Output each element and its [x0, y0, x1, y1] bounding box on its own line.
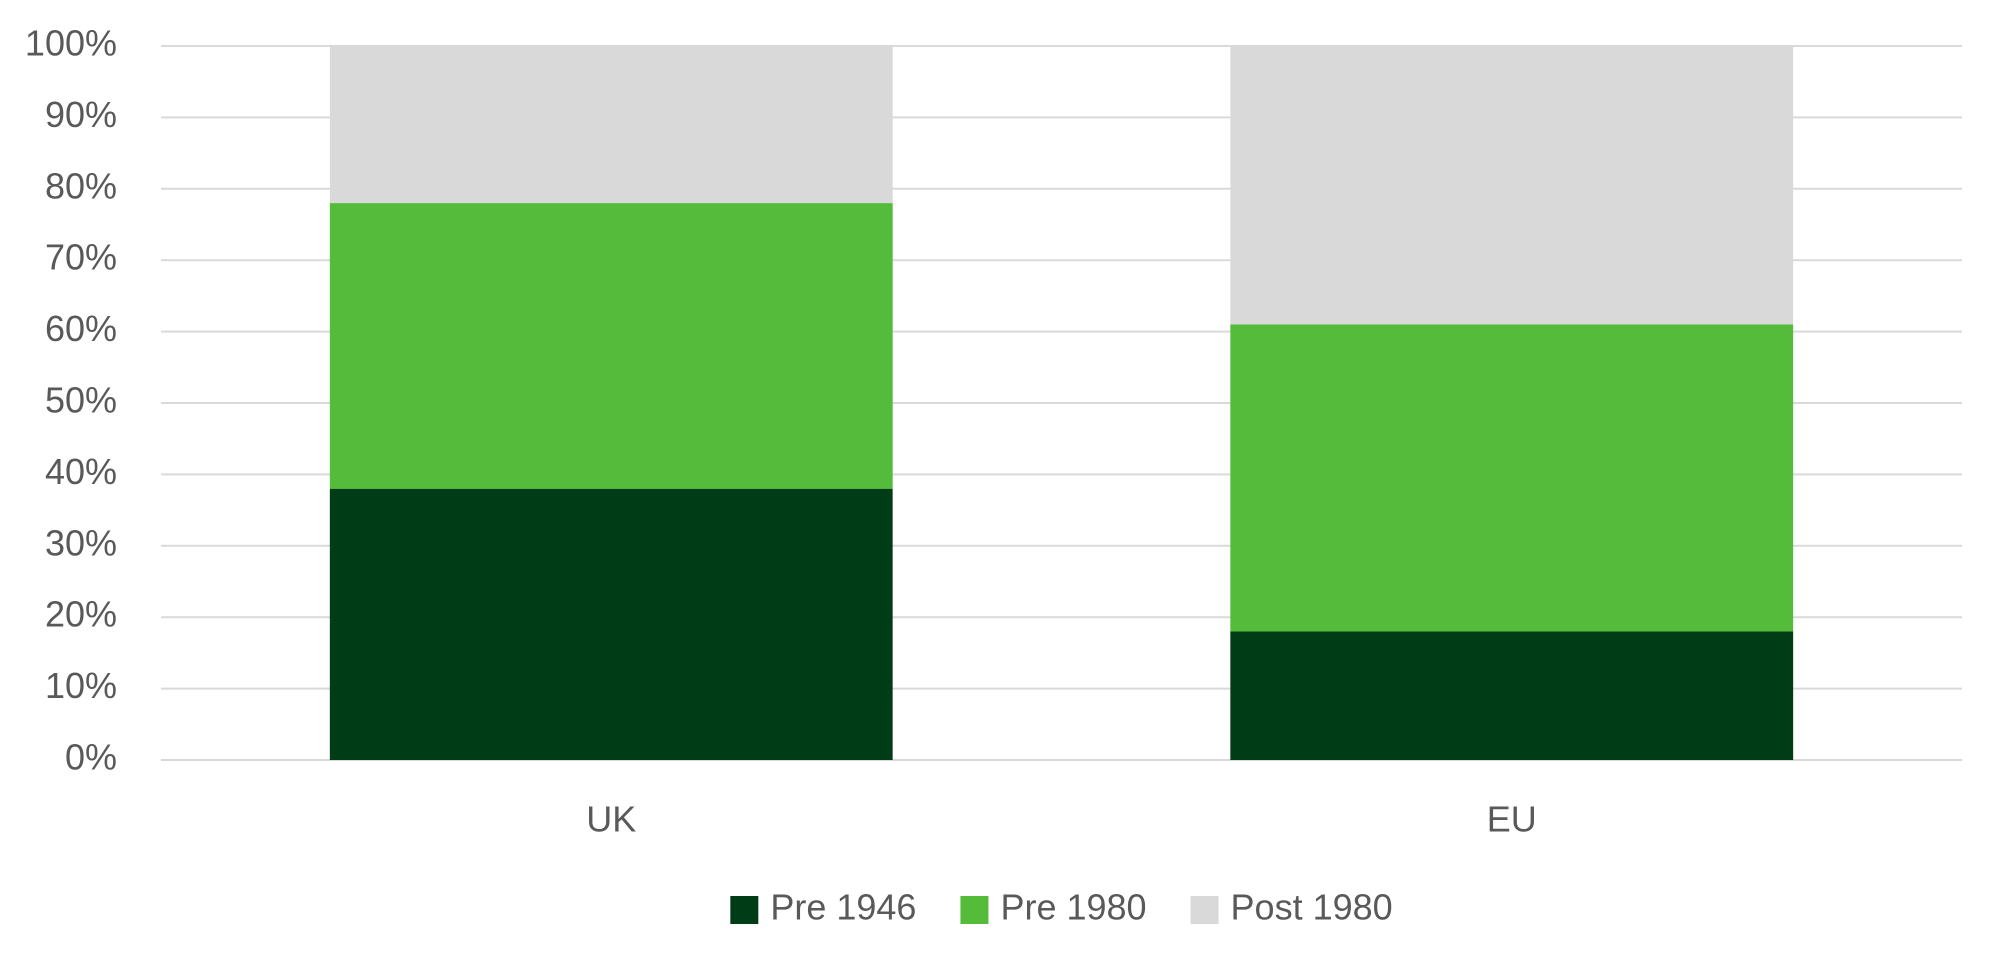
y-tick-label: 100% — [25, 23, 117, 64]
bar-segment — [1230, 631, 1794, 760]
y-tick-label: 60% — [45, 308, 117, 349]
bar-segment — [329, 203, 893, 489]
legend: Pre 1946 Pre 1980 Post 1980 — [730, 887, 1393, 928]
bar-segment — [1230, 46, 1794, 325]
legend-label: Post 1980 — [1231, 887, 1393, 928]
bar-segment — [329, 46, 893, 204]
y-tick-label: 70% — [45, 237, 117, 278]
y-tick-label: 90% — [45, 94, 117, 135]
x-tick-label: UK — [586, 799, 636, 840]
y-tick-label: 80% — [45, 165, 117, 206]
y-tick-label: 20% — [45, 594, 117, 635]
y-tick-label: 40% — [45, 451, 117, 492]
y-tick-label: 30% — [45, 522, 117, 563]
bar-segment — [329, 488, 893, 760]
legend-swatch — [1190, 896, 1219, 924]
y-tick-label: 50% — [45, 380, 117, 421]
legend-swatch — [730, 896, 759, 924]
bar-segment — [1230, 324, 1794, 632]
y-tick-label: 10% — [45, 665, 117, 706]
legend-label: Pre 1980 — [1000, 887, 1146, 928]
legend-swatch — [960, 896, 989, 924]
legend-label: Pre 1946 — [770, 887, 916, 928]
y-tick-label: 0% — [65, 737, 117, 778]
x-tick-label: EU — [1487, 799, 1537, 840]
